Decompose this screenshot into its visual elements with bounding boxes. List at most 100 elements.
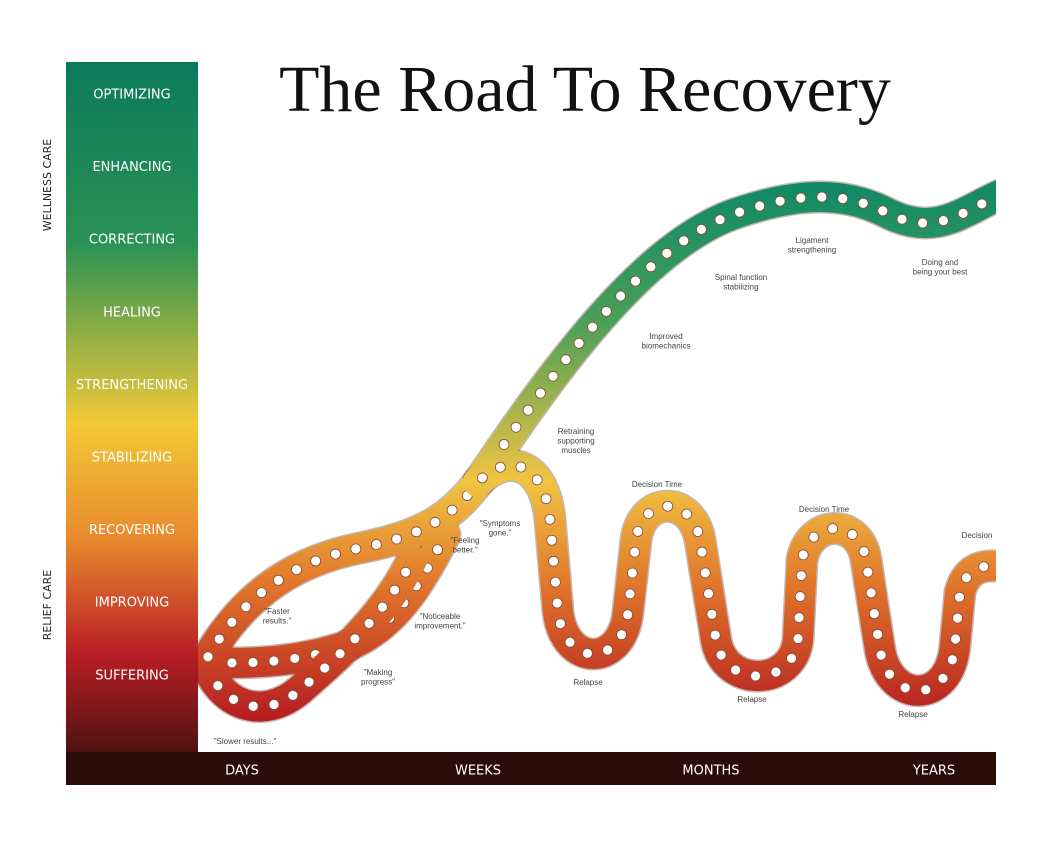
road-dot	[976, 198, 988, 210]
road-dot	[546, 534, 558, 546]
level-label: IMPROVING	[95, 596, 169, 611]
road-dot	[247, 700, 259, 712]
road-dot	[846, 529, 858, 540]
road-dot	[334, 648, 346, 660]
road-dot	[862, 566, 874, 578]
road-dot	[794, 591, 806, 603]
annotation: strengthening	[788, 246, 836, 255]
annotation: muscles	[561, 446, 590, 455]
road-dot	[429, 516, 441, 528]
title: The Road To Recovery	[279, 53, 891, 126]
road-dot	[287, 690, 299, 701]
labels: OPTIMIZING ENHANCING CORRECTING HEALING STRE…	[41, 88, 992, 779]
road-dot	[540, 493, 552, 505]
road-dot	[730, 664, 742, 676]
road-dot	[857, 197, 869, 209]
time-label: YEARS	[912, 764, 955, 779]
road-dot	[692, 526, 704, 537]
annotation: "Symptoms	[480, 519, 521, 528]
road-dot	[884, 668, 895, 680]
road-dot	[797, 549, 809, 561]
road-dot	[310, 555, 322, 567]
road-dot	[827, 523, 839, 534]
road-dot	[795, 570, 807, 582]
road-dot	[865, 587, 877, 599]
annotation: Decision Time	[799, 505, 850, 514]
road-dot	[954, 591, 965, 603]
road-dot	[816, 191, 828, 203]
time-label: MONTHS	[682, 764, 739, 779]
annotation: gone."	[489, 529, 512, 538]
road-dot	[410, 526, 422, 538]
side-label: RELIEF CARE	[41, 570, 54, 641]
time-label: DAYS	[225, 764, 259, 779]
annotation: Spinal function	[715, 273, 767, 282]
road-dot	[535, 387, 546, 399]
road-dot	[600, 305, 612, 317]
road-dot	[350, 543, 362, 555]
road-dot	[363, 617, 375, 629]
road-dot	[662, 500, 674, 512]
annotation: Decision	[962, 531, 993, 540]
road-dot	[630, 275, 641, 287]
road-dot	[273, 574, 284, 586]
road-dot	[349, 633, 361, 645]
annotation: results."	[263, 617, 292, 626]
road-dot	[774, 195, 786, 207]
road-dot	[899, 682, 911, 694]
road-dot	[319, 662, 331, 674]
road-dot	[714, 214, 726, 226]
road-dot	[622, 609, 634, 621]
road-dot	[256, 587, 267, 599]
road-dot	[699, 567, 711, 579]
road-dot	[376, 601, 388, 613]
annotation: biomechanics	[642, 342, 691, 351]
road-segment	[463, 450, 996, 706]
road-dot	[226, 657, 238, 669]
level-label: CORRECTING	[89, 233, 175, 248]
road-dot	[937, 672, 949, 684]
level-label: ENHANCING	[92, 160, 171, 175]
road-dot	[754, 200, 766, 212]
level-label: HEALING	[103, 305, 161, 320]
road-dot	[661, 247, 673, 259]
road-dot	[703, 588, 714, 599]
road-dot	[268, 699, 280, 710]
road-dot	[978, 561, 990, 573]
road-dot	[795, 192, 807, 204]
road-dot	[706, 608, 718, 620]
road-dot	[544, 513, 556, 525]
annotation: Relapse	[737, 695, 767, 704]
road-dot	[952, 612, 963, 624]
road-dot	[268, 655, 280, 667]
road-dot	[400, 566, 412, 578]
road-dot	[960, 572, 972, 584]
road-dot	[289, 653, 301, 664]
annotation: stabilizing	[723, 283, 758, 292]
road-dot	[877, 205, 889, 217]
road-dot	[573, 337, 585, 349]
road-dot	[531, 474, 543, 486]
level-label: STABILIZING	[92, 451, 172, 466]
road-dot	[681, 508, 693, 520]
annotation: "Noticeable	[420, 612, 461, 621]
annotation: better."	[452, 546, 477, 555]
road-dot	[872, 628, 883, 640]
road-dot	[330, 548, 341, 560]
annotation: Improved	[649, 332, 682, 341]
annotation: Decision Time	[632, 480, 683, 489]
time-label: WEEKS	[455, 764, 501, 779]
road-dot	[957, 207, 969, 219]
level-label: STRENGTHENING	[76, 378, 188, 393]
road-dot	[476, 472, 488, 484]
road-dot	[432, 544, 443, 556]
annotation: progress"	[361, 678, 395, 687]
road-dot	[629, 546, 641, 558]
road-dot	[547, 370, 559, 382]
road-dot	[1000, 561, 1010, 571]
annotation: improvement."	[414, 622, 465, 631]
road-dot	[626, 567, 638, 579]
annotation: Retraining	[558, 427, 594, 436]
road-dot	[695, 224, 707, 235]
